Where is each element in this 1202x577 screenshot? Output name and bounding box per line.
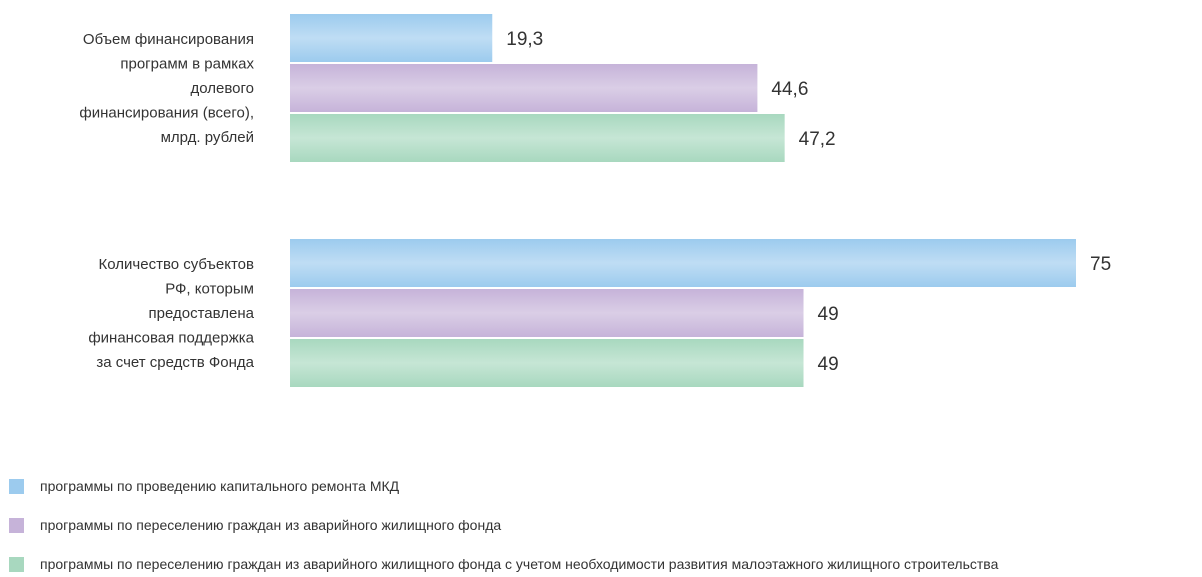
category-label-c0-l1: программ в рамках bbox=[120, 55, 254, 72]
legend-swatch-0 bbox=[9, 479, 24, 494]
value-label-s0-c1: 75 bbox=[1090, 254, 1111, 275]
category-label-c1-l0: Количество субъектов bbox=[99, 256, 254, 273]
value-label-s1-c0: 44,6 bbox=[771, 79, 808, 100]
bar-s1-c1 bbox=[290, 289, 804, 337]
category-label-c1-l3: финансовая поддержка bbox=[88, 329, 254, 346]
category-label-c0-l3: финансирования (всего), bbox=[79, 104, 254, 121]
legend-swatch-2 bbox=[9, 557, 24, 572]
category-label-c1-l2: предоставлена bbox=[149, 305, 255, 322]
category-labels: Объем финансирования программ в рамках дол… bbox=[79, 31, 254, 371]
bar-s2-c0 bbox=[290, 114, 785, 162]
bar-s1-c0 bbox=[290, 64, 758, 112]
bar-s2-c1 bbox=[290, 339, 804, 387]
legend-label-0: программы по проведению капитального рем… bbox=[40, 478, 400, 494]
value-label-s2-c1: 49 bbox=[818, 354, 839, 375]
value-label-s0-c0: 19,3 bbox=[506, 29, 543, 50]
bar-s0-c0 bbox=[290, 14, 493, 62]
legend-label-1: программы по переселению граждан из авар… bbox=[40, 517, 501, 533]
category-label-c1-l4: за счет средств Фонда bbox=[96, 354, 254, 371]
category-label-c0-l4: млрд. рублей bbox=[161, 129, 254, 146]
category-label-c0-l2: долевого bbox=[191, 80, 255, 97]
value-label-s1-c1: 49 bbox=[818, 304, 839, 325]
category-label-c1-l1: РФ, которым bbox=[165, 280, 254, 297]
legend: программы по проведению капитального рем… bbox=[9, 478, 999, 572]
category-label-c0-l0: Объем финансирования bbox=[83, 31, 254, 48]
value-label-s2-c0: 47,2 bbox=[799, 129, 836, 150]
value-labels: 19,3 44,6 47,2 75 49 49 bbox=[506, 29, 1111, 375]
legend-label-2: программы по переселению граждан из авар… bbox=[40, 556, 999, 572]
bars-group bbox=[290, 14, 1076, 387]
bar-s0-c1 bbox=[290, 239, 1076, 287]
legend-swatch-1 bbox=[9, 518, 24, 533]
